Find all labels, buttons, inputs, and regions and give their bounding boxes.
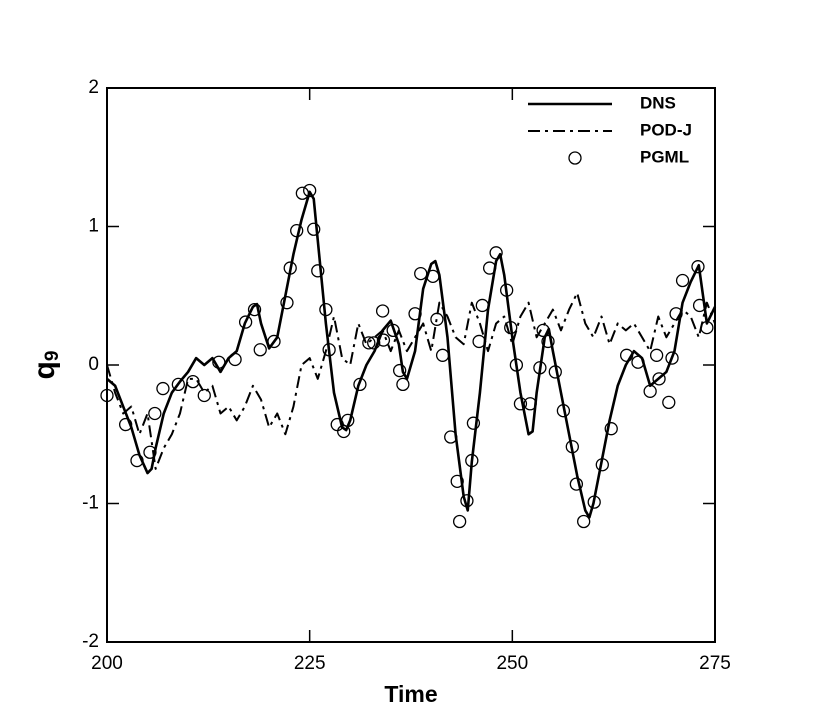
pgml-marker (460, 494, 474, 508)
pgml-marker (156, 381, 170, 396)
y-tick-label: 1 (88, 216, 99, 237)
pgml-marker (662, 395, 676, 410)
pgml-marker (290, 224, 304, 238)
pgml-marker (247, 302, 262, 317)
legend-label: POD-J (640, 120, 692, 139)
y-axis-label-subscript: 9 (42, 351, 63, 362)
pgml-marker (692, 298, 707, 313)
y-tick-label: -1 (82, 493, 99, 514)
series-line (106, 291, 716, 470)
pgml-marker (130, 453, 144, 468)
pgml-marker (311, 264, 325, 278)
legend-marker (568, 151, 582, 165)
y-tick-label: -2 (82, 631, 99, 652)
x-tick-label: 225 (294, 653, 326, 674)
y-axis-label-main: q (28, 361, 61, 379)
pgml-marker (649, 348, 664, 362)
x-axis-label: Time (384, 681, 437, 707)
pgml-marker (307, 222, 321, 236)
pgml-marker (450, 474, 464, 488)
pgml-marker (489, 246, 503, 260)
pgml-marker (452, 514, 467, 529)
pgml-marker (604, 422, 618, 436)
pgml-marker (643, 384, 657, 398)
pgml-marker (523, 397, 537, 411)
pgml-marker (426, 269, 440, 284)
pgml-marker (430, 312, 444, 326)
pgml-marker (482, 261, 497, 275)
pgml-marker (652, 372, 666, 386)
pgml-marker (396, 377, 410, 392)
pgml-marker (475, 298, 489, 313)
pgml-marker (466, 416, 481, 430)
pgml-marker (675, 273, 690, 288)
pgml-marker (513, 397, 528, 411)
pgml-marker (541, 334, 555, 349)
pgml-marker (665, 351, 679, 365)
pgml-marker (341, 413, 355, 428)
pgml-marker (197, 388, 211, 403)
pgml-marker (143, 445, 157, 459)
pgml-marker (228, 352, 242, 367)
pgml-marker (353, 377, 367, 392)
pgml-marker (536, 323, 550, 338)
pgml-marker (319, 302, 333, 317)
x-tick-label: 275 (699, 653, 731, 674)
y-tick-label: 2 (88, 77, 99, 98)
pgml-marker (504, 320, 518, 335)
pgml-marker (569, 477, 584, 491)
series-line (106, 190, 717, 519)
pgml-marker (565, 440, 579, 454)
pgml-marker (472, 334, 486, 349)
pgml-marker (444, 430, 458, 444)
pgml-marker (408, 307, 422, 321)
pgml-marker (691, 260, 705, 274)
pgml-marker (548, 365, 562, 379)
pgml-marker (148, 406, 162, 421)
legend-label: PGML (640, 147, 689, 166)
pgml-marker (435, 348, 450, 362)
pgml-marker (238, 315, 253, 329)
pgml-marker (100, 388, 114, 403)
pgml-marker (500, 283, 514, 297)
x-tick-label: 250 (496, 653, 528, 674)
pgml-marker (595, 458, 609, 472)
pgml-marker (619, 348, 634, 362)
pgml-marker (295, 186, 310, 200)
pgml-marker (587, 495, 601, 509)
pgml-marker (362, 336, 376, 350)
pgml-marker (393, 363, 407, 378)
pgml-marker (212, 355, 226, 369)
x-tick-label: 200 (91, 653, 123, 674)
pgml-marker (303, 183, 317, 198)
pgml-marker (267, 334, 281, 349)
pgml-marker (700, 320, 714, 335)
pgml-marker (631, 355, 645, 369)
pgml-marker (375, 304, 390, 318)
pgml-marker (376, 333, 391, 347)
legend-label: DNS (640, 93, 676, 112)
pgml-marker (322, 343, 336, 357)
pgml-marker (118, 417, 133, 432)
y-tick-label: 0 (88, 354, 99, 375)
pgml-marker (367, 336, 381, 350)
pgml-marker (186, 374, 200, 389)
y-axis-label: q9 (28, 351, 63, 380)
pgml-marker (171, 377, 185, 392)
pgml-marker (386, 323, 400, 338)
pgml-marker (253, 343, 267, 357)
pgml-marker (556, 404, 571, 418)
pgml-marker (414, 266, 428, 281)
pgml-marker (509, 358, 524, 372)
pgml-marker (533, 361, 547, 375)
pgml-marker (280, 296, 294, 310)
pgml-marker (577, 514, 591, 529)
pgml-marker (465, 453, 479, 468)
pgml-marker (283, 261, 297, 275)
pgml-marker (669, 307, 683, 321)
